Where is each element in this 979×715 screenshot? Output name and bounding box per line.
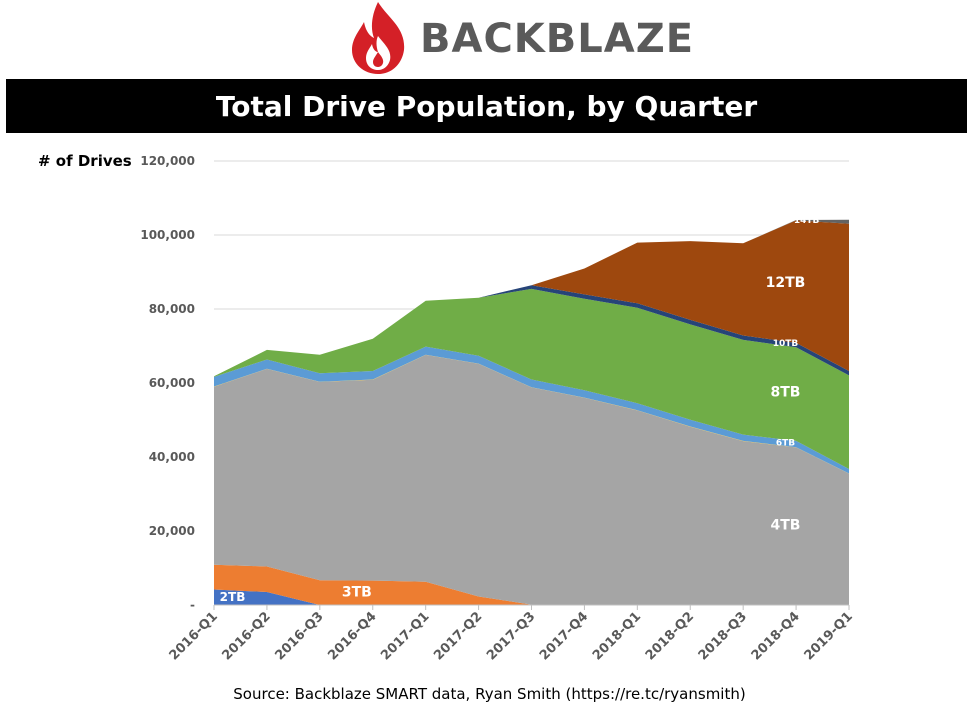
area-label-8tb: 8TB	[771, 385, 801, 401]
x-tick-label: 2018-Q2	[643, 609, 697, 663]
x-tick-label: 2017-Q2	[431, 609, 485, 663]
y-axis-label: # of Drives	[38, 152, 132, 170]
series-area-8tb	[214, 288, 849, 469]
area-label-6tb: 6TB	[776, 438, 795, 448]
series-area-2tb	[214, 589, 849, 605]
x-tick-label: 2018-Q1	[590, 609, 644, 663]
source-note: Source: Backblaze SMART data, Ryan Smith…	[233, 685, 746, 703]
flame-logo-icon	[352, 2, 405, 74]
x-tick-label: 2017-Q4	[537, 609, 591, 663]
x-tick-label: 2019-Q1	[802, 609, 856, 663]
series-area-10tb	[214, 285, 849, 377]
x-tick-label: 2018-Q4	[749, 609, 803, 663]
series-area-4tb	[214, 354, 849, 605]
y-tick-label: 80,000	[149, 302, 195, 316]
area-label-4tb: 4TB	[771, 518, 801, 534]
title-bar: Total Drive Population, by Quarter	[6, 79, 967, 133]
y-tick-label: 60,000	[149, 376, 195, 390]
x-tick-label: 2016-Q3	[272, 609, 326, 663]
y-tick-label: 120,000	[140, 154, 195, 168]
x-tick-label: 2016-Q1	[167, 609, 221, 663]
series-area-3tb	[214, 564, 849, 605]
y-tick-label: 100,000	[140, 228, 195, 242]
brand-name: BACKBLAZE	[420, 16, 695, 62]
series-area-12tb	[214, 220, 849, 377]
x-tick-label: 2018-Q3	[696, 609, 750, 663]
x-tick-label: 2016-Q4	[325, 609, 379, 663]
y-tick-label: 20,000	[149, 524, 195, 538]
area-label-14tb: 14TB	[794, 216, 820, 226]
x-tick-label: 2017-Q3	[484, 609, 538, 663]
area-label-12tb: 12TB	[766, 275, 806, 291]
y-tick-label: -	[190, 598, 195, 612]
series-area-6tb	[214, 346, 849, 474]
brand-logo: BACKBLAZE	[348, 0, 708, 78]
area-label-10tb: 10TB	[773, 339, 799, 349]
x-tick-label: 2017-Q1	[378, 609, 432, 663]
y-tick-label: 40,000	[149, 450, 195, 464]
area-label-2tb: 2TB	[220, 590, 246, 604]
x-tick-label: 2016-Q2	[220, 609, 274, 663]
page-title: Total Drive Population, by Quarter	[215, 89, 758, 123]
area-label-3tb: 3TB	[342, 585, 372, 601]
